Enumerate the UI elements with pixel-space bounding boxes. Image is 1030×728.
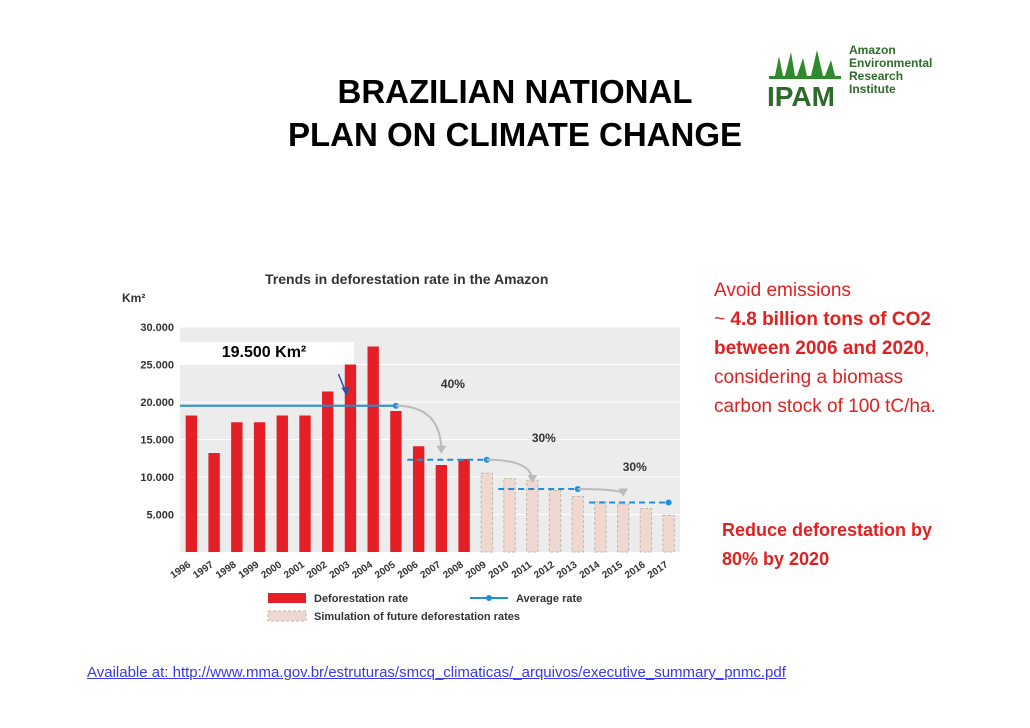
logo-line-4: Institute bbox=[849, 82, 896, 96]
bar-deforestation-2003 bbox=[344, 364, 357, 552]
x-tick-label: 2013 bbox=[555, 559, 580, 581]
x-tick-label: 2001 bbox=[282, 559, 307, 581]
legend-label-deforestation: Deforestation rate bbox=[314, 593, 408, 605]
legend-dot-average bbox=[486, 595, 492, 601]
reduction-arrowhead bbox=[527, 475, 538, 483]
reduction-label: 30% bbox=[532, 431, 556, 445]
peak-annotation: 19.500 Km² bbox=[174, 342, 354, 364]
y-tick-label: 20.000 bbox=[140, 397, 174, 409]
x-tick-label: 2000 bbox=[259, 559, 284, 581]
bar-simulation-2017 bbox=[662, 514, 675, 553]
emissions-text: Avoid emissions ~ 4.8 billion tons of CO… bbox=[714, 276, 959, 421]
emissions-text-1: Avoid emissions bbox=[714, 280, 851, 301]
bar-deforestation-2001 bbox=[299, 415, 311, 552]
legend-swatch-deforestation bbox=[268, 593, 306, 603]
bar-simulation-2015 bbox=[617, 503, 630, 553]
x-tick-label: 2007 bbox=[419, 559, 444, 581]
legend-label-simulation: Simulation of future deforestation rates bbox=[314, 611, 520, 623]
bar-deforestation-2005 bbox=[390, 411, 402, 552]
x-tick-label: 1997 bbox=[191, 559, 216, 581]
x-tick-label: 2014 bbox=[578, 559, 603, 581]
reduction-label: 40% bbox=[441, 377, 465, 391]
reduction-label: 30% bbox=[623, 460, 647, 474]
emissions-text-3: , considering a biomass carbon stock of … bbox=[714, 338, 936, 417]
x-tick-label: 1999 bbox=[237, 559, 262, 581]
reduction-arrowhead bbox=[618, 488, 629, 497]
bar-simulation-2014 bbox=[594, 501, 607, 553]
slide-title: BRAZILIAN NATIONAL PLAN ON CLIMATE CHANG… bbox=[230, 70, 800, 156]
average-dot-2017 bbox=[665, 499, 672, 506]
bar-deforestation-2000 bbox=[276, 415, 288, 552]
bar-deforestation-1999 bbox=[253, 422, 266, 552]
bar-deforestation-2007 bbox=[435, 465, 448, 552]
y-axis-label: Km² bbox=[122, 291, 145, 305]
x-tick-label: 2010 bbox=[487, 559, 512, 581]
x-tick-label: 1998 bbox=[214, 559, 239, 581]
y-tick-label: 30.000 bbox=[140, 322, 174, 334]
x-tick-label: 1996 bbox=[169, 559, 194, 581]
y-tick-label: 25.000 bbox=[140, 360, 174, 372]
reduction-target: Reduce deforestation by 80% by 2020 bbox=[722, 520, 933, 569]
bar-deforestation-2004 bbox=[367, 346, 379, 552]
x-tick-label: 2009 bbox=[464, 559, 489, 581]
logo-line-3: Research bbox=[849, 69, 904, 83]
bar-deforestation-2006 bbox=[412, 446, 425, 552]
x-tick-label: 2003 bbox=[328, 559, 353, 581]
x-tick-label: 2002 bbox=[305, 559, 330, 581]
ipam-logo: IPAM Amazon Environmental Research Insti… bbox=[757, 38, 957, 120]
x-tick-label: 2016 bbox=[623, 559, 648, 581]
y-tick-label: 15.000 bbox=[140, 435, 174, 447]
bar-deforestation-1997 bbox=[208, 453, 220, 552]
x-tick-label: 2011 bbox=[510, 559, 534, 581]
bar-simulation-2016 bbox=[639, 508, 653, 553]
y-tick-label: 10.000 bbox=[140, 472, 174, 484]
x-tick-label: 2004 bbox=[350, 559, 375, 581]
legend-label-average: Average rate bbox=[516, 593, 582, 605]
annotation-arrowhead bbox=[341, 386, 350, 396]
logo-line-2: Environmental bbox=[849, 56, 933, 70]
bar-deforestation-1996 bbox=[185, 415, 198, 552]
bar-simulation-2010 bbox=[503, 478, 516, 553]
reduction-arrowhead bbox=[436, 445, 447, 454]
bar-deforestation-2008 bbox=[458, 459, 470, 552]
legend-swatch-simulation bbox=[267, 610, 307, 622]
logo-line-1: Amazon bbox=[849, 43, 896, 57]
chart-title: Trends in deforestation rate in the Amaz… bbox=[265, 271, 548, 287]
deforestation-chart: Trends in deforestation rate in the Amaz… bbox=[122, 271, 680, 623]
x-tick-label: 2008 bbox=[441, 559, 466, 581]
reduction-arrow bbox=[395, 404, 443, 452]
x-tick-label: 2017 bbox=[646, 559, 671, 581]
source-link[interactable]: Available at: http://www.mma.gov.br/estr… bbox=[87, 664, 786, 681]
bar-simulation-2013 bbox=[571, 496, 584, 553]
bar-simulation-2009 bbox=[480, 472, 493, 553]
bar-deforestation-1998 bbox=[231, 422, 243, 552]
bar-simulation-2012 bbox=[548, 490, 562, 553]
x-tick-label: 2012 bbox=[532, 559, 557, 581]
bar-simulation-2011 bbox=[526, 480, 539, 553]
title-line-1: BRAZILIAN NATIONAL bbox=[337, 73, 693, 110]
y-tick-label: 5.000 bbox=[146, 510, 174, 522]
palm-tree-logo-icon: IPAM bbox=[767, 50, 841, 112]
title-line-2: PLAN ON CLIMATE CHANGE bbox=[287, 116, 743, 153]
x-tick-label: 2006 bbox=[396, 559, 421, 581]
bar-deforestation-2002 bbox=[322, 391, 334, 552]
x-tick-label: 2005 bbox=[373, 559, 398, 581]
emissions-text-2: ~ bbox=[714, 309, 731, 330]
logo-abbr: IPAM bbox=[767, 81, 835, 112]
x-tick-label: 2015 bbox=[600, 559, 625, 581]
logo-text: Amazon Environmental Research Institute bbox=[849, 44, 932, 96]
emissions-highlight: 4.8 billion tons of CO2 between 2006 and… bbox=[714, 309, 931, 359]
